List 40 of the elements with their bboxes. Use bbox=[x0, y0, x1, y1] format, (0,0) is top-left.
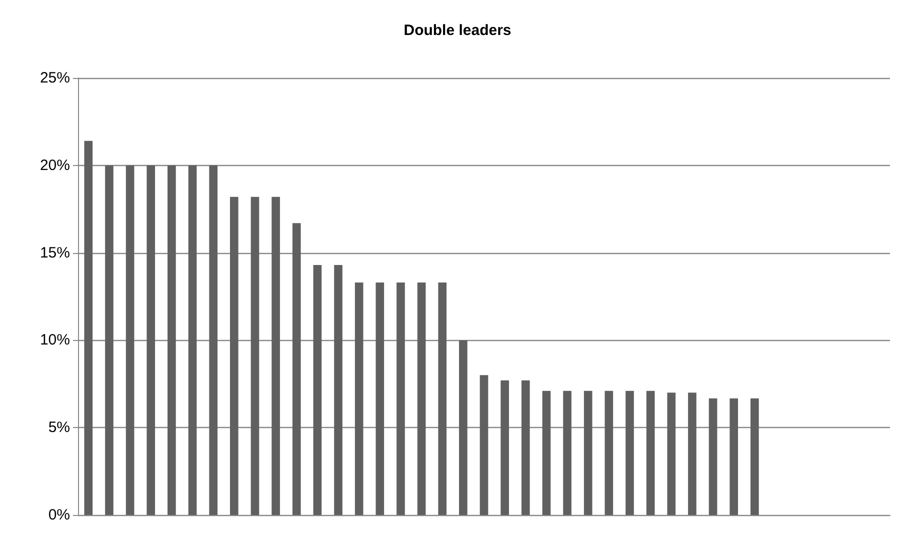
bar bbox=[521, 380, 530, 515]
bar bbox=[126, 165, 134, 515]
bar bbox=[730, 398, 738, 515]
bar bbox=[584, 390, 592, 515]
bar bbox=[209, 165, 218, 515]
bar bbox=[354, 282, 364, 515]
bar bbox=[313, 265, 322, 515]
bar bbox=[563, 390, 572, 515]
bar bbox=[146, 165, 156, 515]
bar bbox=[626, 390, 634, 515]
y-tick-label: 0% bbox=[48, 506, 70, 524]
bar bbox=[396, 282, 405, 515]
y-tick-label: 25% bbox=[40, 70, 70, 86]
bar bbox=[417, 282, 426, 515]
y-tick-label: 15% bbox=[40, 244, 70, 262]
bar bbox=[376, 282, 384, 515]
bar bbox=[168, 165, 176, 515]
bar bbox=[272, 196, 280, 515]
bar bbox=[542, 390, 551, 515]
y-tick-label: 10% bbox=[40, 332, 70, 349]
bar bbox=[84, 140, 93, 515]
bar bbox=[646, 390, 655, 515]
bar bbox=[292, 223, 301, 515]
bar bbox=[230, 196, 238, 515]
bar bbox=[688, 392, 696, 515]
bar bbox=[334, 265, 342, 515]
bar bbox=[480, 375, 488, 515]
bar bbox=[667, 392, 676, 515]
bar bbox=[438, 282, 447, 515]
bar bbox=[708, 398, 718, 515]
y-tick-label: 5% bbox=[48, 419, 70, 436]
chart-title: Double leaders bbox=[404, 22, 512, 39]
bar bbox=[105, 165, 114, 515]
bar bbox=[250, 196, 260, 515]
bar bbox=[750, 398, 759, 515]
bar bbox=[188, 165, 197, 515]
bar bbox=[500, 380, 509, 515]
bar bbox=[604, 390, 614, 515]
bar bbox=[459, 340, 468, 515]
y-tick-label: 20% bbox=[40, 156, 70, 174]
